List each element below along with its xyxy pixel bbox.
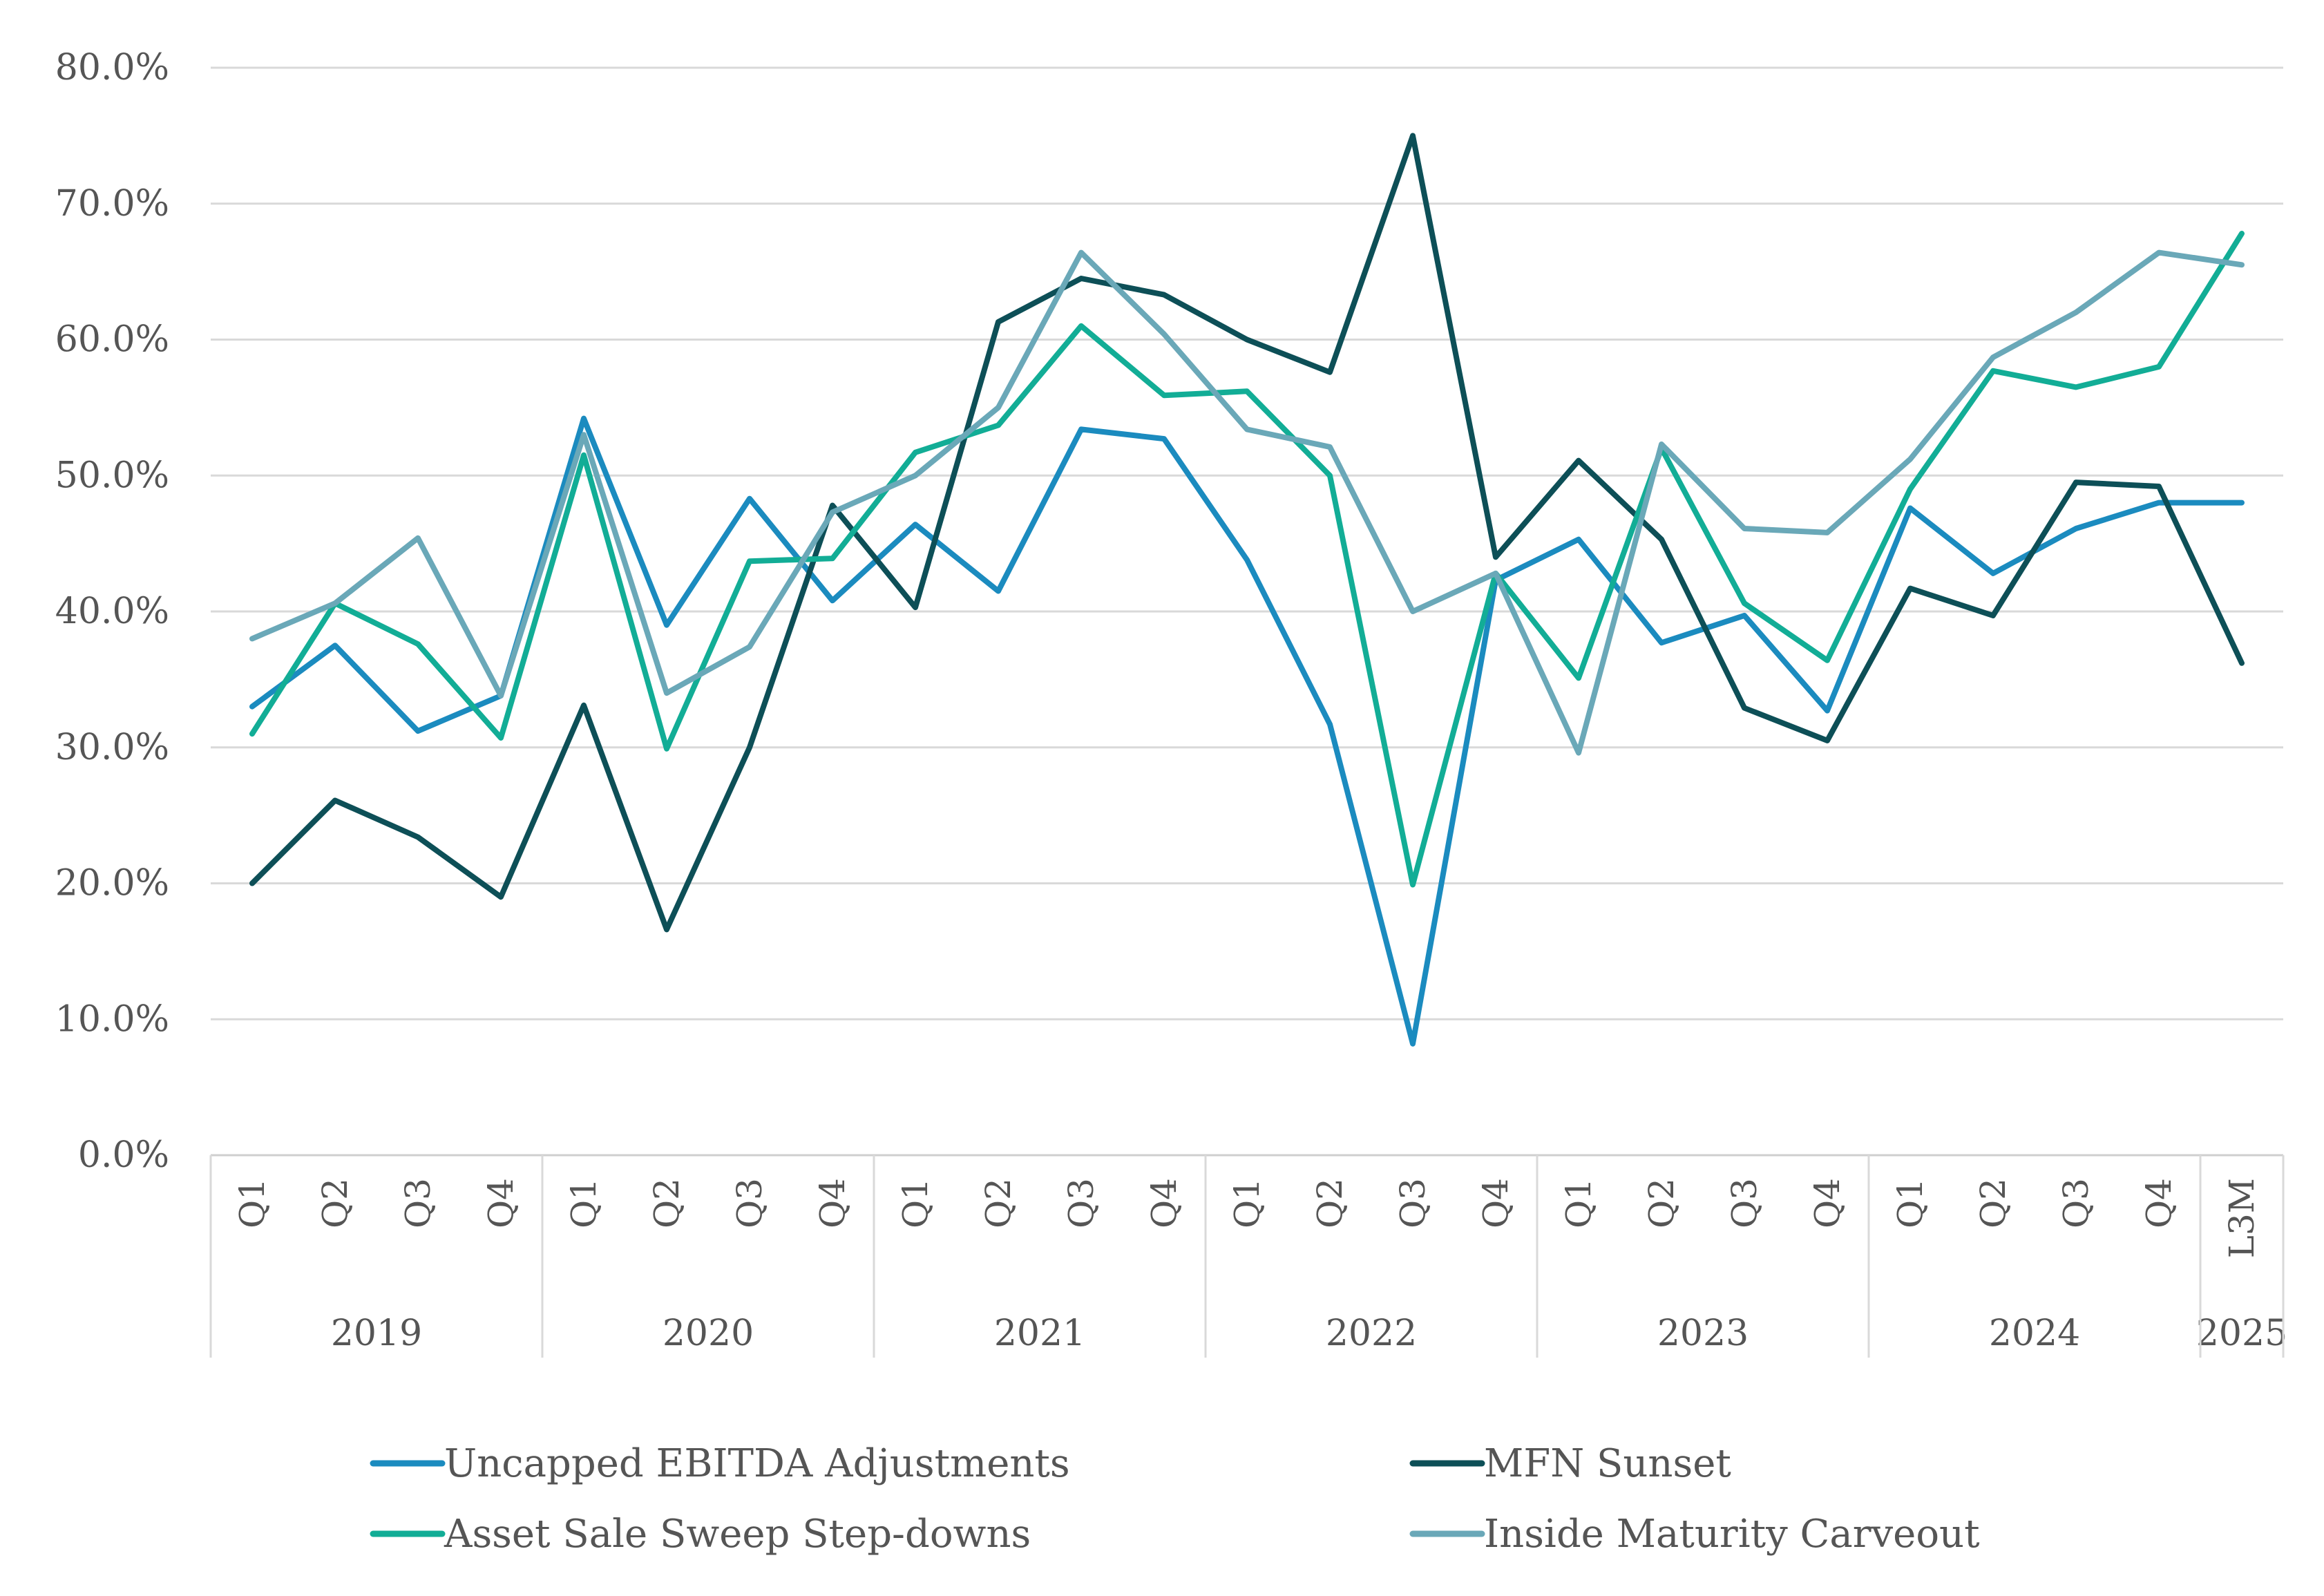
x-quarter-label: Q1 — [1890, 1178, 1930, 1228]
x-quarter-label: Q1 — [564, 1178, 604, 1228]
series-line-inside-maturity-carveout — [249, 249, 2245, 756]
series-line-asset-sale-sweep-step-downs — [249, 231, 2245, 888]
series-line-uncapped-ebitda-adjustments — [249, 415, 2245, 1047]
x-quarter-label: Q1 — [1227, 1178, 1267, 1228]
x-quarter-label: Q3 — [730, 1178, 770, 1228]
series-line-mfn-sunset — [249, 133, 2245, 933]
series-lines — [249, 133, 2245, 1047]
x-year-label: 2024 — [1989, 1313, 2080, 1354]
x-quarter-label: Q4 — [481, 1178, 521, 1228]
x-year-label: 2022 — [1326, 1313, 1417, 1354]
y-tick-label: 40.0% — [55, 591, 169, 632]
legend-item: Asset Sale Sweep Step-downs — [370, 1512, 1031, 1557]
x-year-label: 2025 — [2196, 1313, 2287, 1354]
x-quarter-label: Q3 — [398, 1178, 438, 1228]
x-quarter-label: Q4 — [2139, 1178, 2179, 1228]
x-quarter-label: L3M — [2222, 1178, 2262, 1258]
y-tick-label: 80.0% — [55, 47, 169, 88]
x-quarter-label: Q3 — [1393, 1178, 1433, 1228]
x-quarter-label: Q4 — [812, 1178, 853, 1228]
y-tick-label: 50.0% — [55, 455, 169, 496]
x-quarter-label: Q1 — [232, 1178, 272, 1228]
x-year-label: 2021 — [994, 1313, 1085, 1354]
x-year-label: 2019 — [331, 1313, 422, 1354]
x-quarter-label: Q3 — [1061, 1178, 1101, 1228]
x-quarter-label: Q3 — [2056, 1178, 2096, 1228]
x-quarter-label: Q4 — [1807, 1178, 1847, 1228]
y-tick-label: 10.0% — [55, 998, 169, 1040]
x-quarter-label: Q2 — [315, 1178, 355, 1228]
x-quarter-label: Q2 — [1973, 1178, 2013, 1228]
legend: Uncapped EBITDA Adjustments MFN Sunset Ass… — [370, 1441, 1980, 1557]
x-year-label: 2023 — [1657, 1313, 1749, 1354]
x-quarter-label: Q2 — [1310, 1178, 1350, 1228]
legend-item: Uncapped EBITDA Adjustments — [370, 1441, 1070, 1486]
legend-item: MFN Sunset — [1409, 1441, 1731, 1486]
x-quarter-label: Q2 — [978, 1178, 1018, 1228]
x-quarter-label: Q4 — [1144, 1178, 1184, 1228]
x-quarter-label: Q1 — [1559, 1178, 1599, 1228]
x-year-label: 2020 — [663, 1313, 754, 1354]
legend-item: Inside Maturity Carveout — [1409, 1512, 1980, 1557]
y-tick-label: 30.0% — [55, 727, 169, 768]
legend-label: Uncapped EBITDA Adjustments — [444, 1441, 1070, 1486]
y-tick-label: 0.0% — [78, 1134, 169, 1176]
y-tick-label: 70.0% — [55, 183, 169, 225]
gridlines — [211, 66, 2283, 1020]
x-quarter-label: Q2 — [1641, 1178, 1682, 1228]
legend-label: Inside Maturity Carveout — [1484, 1512, 1980, 1557]
legend-label: Asset Sale Sweep Step-downs — [444, 1512, 1031, 1557]
y-tick-label: 20.0% — [55, 863, 169, 904]
x-quarter-label: Q3 — [1724, 1178, 1764, 1228]
x-quarter-label: Q4 — [1476, 1178, 1516, 1228]
legend-label: MFN Sunset — [1484, 1441, 1731, 1486]
y-tick-label: 60.0% — [55, 319, 169, 361]
x-quarter-label: Q2 — [647, 1178, 687, 1228]
x-axis: 2019 2020 2021 2022 2023 2024 2025 Q1 Q2 Q3 Q4 Q1 Q2… — [209, 1154, 2287, 1358]
x-quarter-label: Q1 — [895, 1178, 935, 1228]
y-axis: 0.0% 10.0% 20.0% 30.0% 40.0% 50.0% 60.0% 70.0% 8… — [55, 47, 169, 1176]
